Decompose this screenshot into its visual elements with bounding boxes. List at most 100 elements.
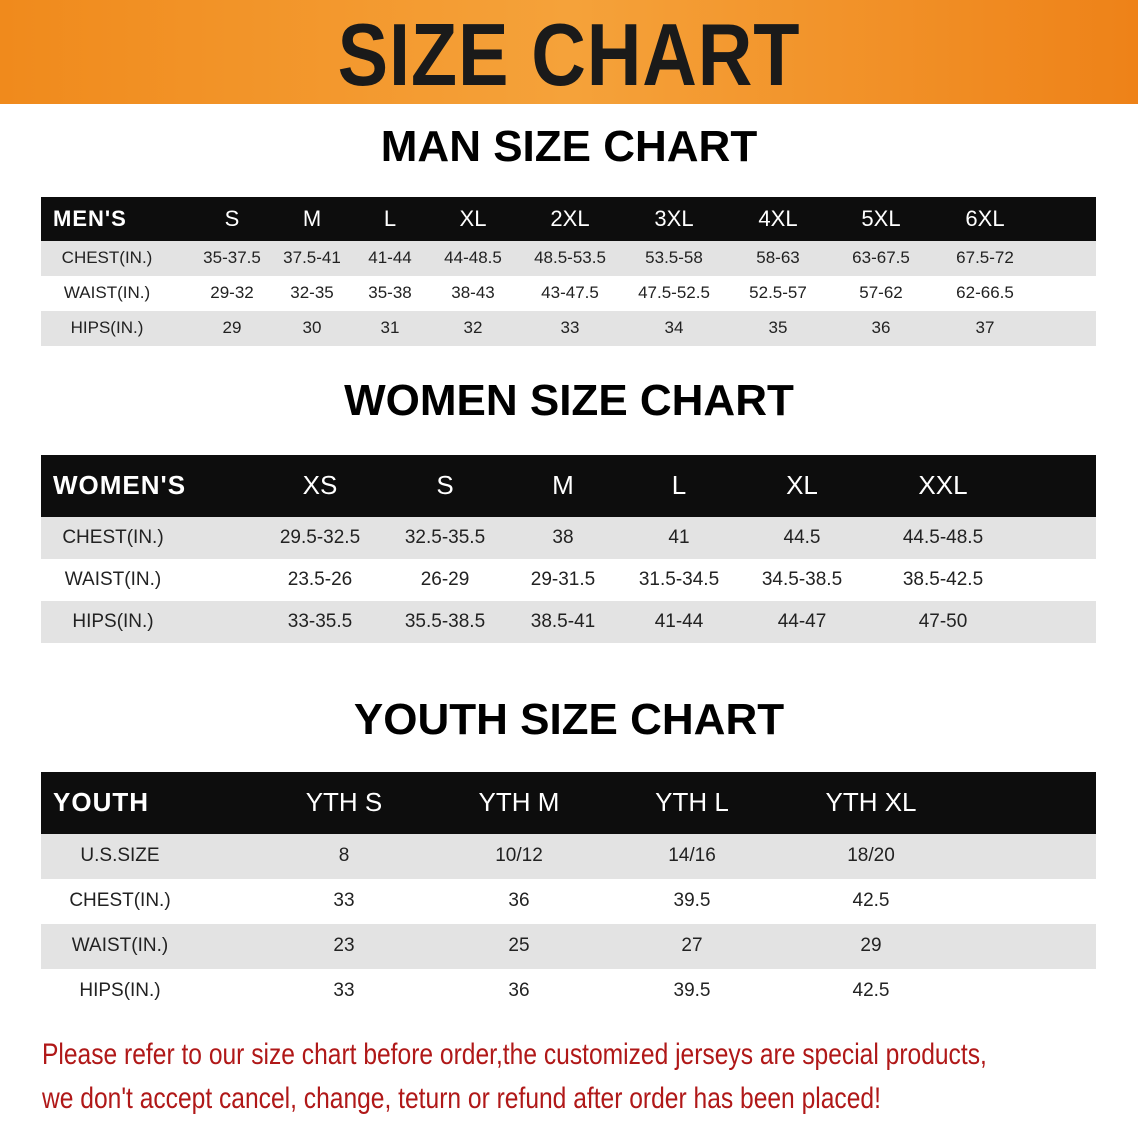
men-size-header: 6XL <box>965 205 1005 231</box>
size-value: 32.5-35.5 <box>404 526 486 548</box>
youth-table-row: HIPS(IN.) 33 36 39.5 42.5 <box>41 969 1096 1014</box>
youth-section-title: YOUTH SIZE CHART <box>353 695 785 744</box>
women-size-header: XS <box>302 470 338 501</box>
measurement-label: HIPS(IN.) <box>79 980 161 1002</box>
size-value: 37.5-41 <box>283 248 341 268</box>
notice-line-2: we don't accept cancel, change, teturn o… <box>42 1082 881 1115</box>
size-value: 62-66.5 <box>956 283 1014 303</box>
banner: SIZE CHART <box>0 0 1138 104</box>
size-value: 44.5 <box>783 526 821 548</box>
size-value: 23.5-26 <box>287 568 353 590</box>
notice-line-1: Please refer to our size chart before or… <box>42 1038 987 1071</box>
youth-table-row: CHEST(IN.) 33 36 39.5 42.5 <box>41 879 1096 924</box>
banner-title: SIZE CHART <box>337 5 801 104</box>
size-value: 34.5-38.5 <box>761 568 843 590</box>
size-value: 23 <box>333 935 355 957</box>
size-value: 32 <box>463 318 483 338</box>
men-table-row: WAIST(IN.) 29-32 32-35 35-38 38-43 43-47.5 47.… <box>41 276 1096 311</box>
women-section-title: WOMEN SIZE CHART <box>344 376 794 425</box>
youth-size-header: YTH S <box>305 787 383 818</box>
size-value: 42.5 <box>852 890 890 912</box>
women-table-row: WAIST(IN.) 23.5-26 26-29 29-31.5 31.5-34.5 34… <box>41 559 1096 601</box>
women-size-header: S <box>436 470 454 501</box>
youth-size-header: YTH L <box>655 787 729 818</box>
women-size-header: XL <box>786 470 818 501</box>
men-size-header: 4XL <box>758 205 798 231</box>
size-value: 35 <box>768 318 788 338</box>
size-value: 10/12 <box>495 845 543 867</box>
size-value: 43-47.5 <box>541 283 599 303</box>
size-value: 36 <box>871 318 891 338</box>
measurement-label: HIPS(IN.) <box>70 318 144 338</box>
measurement-label: CHEST(IN.) <box>61 248 153 268</box>
measurement-label: WAIST(IN.) <box>63 283 151 303</box>
size-value: 39.5 <box>673 980 711 1002</box>
size-value: 29-31.5 <box>530 568 596 590</box>
size-value: 30 <box>302 318 322 338</box>
women-table-row: HIPS(IN.) 33-35.5 35.5-38.5 38.5-41 41-44 44-… <box>41 601 1096 643</box>
size-value: 33-35.5 <box>287 610 353 632</box>
size-value: 38-43 <box>451 283 495 303</box>
men-size-header: 3XL <box>654 205 694 231</box>
youth-size-header: YTH M <box>478 787 560 818</box>
size-value: 41 <box>668 526 690 548</box>
size-value: 14/16 <box>668 845 716 867</box>
size-value: 42.5 <box>852 980 890 1002</box>
size-value: 35-38 <box>368 283 412 303</box>
size-value: 26-29 <box>420 568 470 590</box>
men-section-title: MAN SIZE CHART <box>380 122 758 171</box>
size-value: 27 <box>681 935 703 957</box>
women-header-row: WOMEN'S XS S M L XL XXL <box>41 455 1096 517</box>
size-value: 29 <box>860 935 882 957</box>
size-value: 31 <box>380 318 400 338</box>
size-value: 34 <box>664 318 684 338</box>
measurement-label: WAIST(IN.) <box>64 568 162 590</box>
measurement-label: CHEST(IN.) <box>62 526 164 548</box>
size-value: 41-44 <box>368 248 412 268</box>
youth-table-row: WAIST(IN.) 23 25 27 29 <box>41 924 1096 969</box>
size-value: 29.5-32.5 <box>279 526 361 548</box>
size-value: 44.5-48.5 <box>902 526 984 548</box>
size-value: 36 <box>508 890 530 912</box>
size-value: 35-37.5 <box>203 248 261 268</box>
men-header-label: MEN'S <box>53 205 127 231</box>
measurement-label: HIPS(IN.) <box>72 610 154 632</box>
men-table-row: HIPS(IN.) 29 30 31 32 33 34 35 36 37 <box>41 311 1096 346</box>
size-value: 57-62 <box>859 283 903 303</box>
youth-header-label: YOUTH <box>53 787 149 818</box>
size-value: 41-44 <box>654 610 704 632</box>
size-value: 8 <box>338 845 350 867</box>
youth-table-row: U.S.SIZE 8 10/12 14/16 18/20 <box>41 834 1096 879</box>
women-size-header: XXL <box>918 470 968 501</box>
size-value: 63-67.5 <box>852 248 910 268</box>
men-size-header: 2XL <box>550 205 590 231</box>
measurement-label: CHEST(IN.) <box>69 890 171 912</box>
size-value: 48.5-53.5 <box>534 248 606 268</box>
size-value: 52.5-57 <box>749 283 807 303</box>
youth-size-header: YTH XL <box>825 787 917 818</box>
youth-header-row: YOUTH YTH S YTH M YTH L YTH XL <box>41 772 1096 834</box>
size-value: 38 <box>552 526 574 548</box>
women-header-label: WOMEN'S <box>53 470 187 501</box>
men-header-row: MEN'S S M L XL 2XL 3XL 4XL 5XL 6XL <box>41 197 1096 241</box>
size-value: 29 <box>222 318 242 338</box>
measurement-label: WAIST(IN.) <box>71 935 169 957</box>
size-value: 31.5-34.5 <box>638 568 720 590</box>
men-size-header: XL <box>459 205 487 231</box>
size-value: 29-32 <box>210 283 254 303</box>
size-value: 44-48.5 <box>444 248 502 268</box>
women-size-header: L <box>671 470 687 501</box>
size-value: 35.5-38.5 <box>404 610 486 632</box>
men-size-header: M <box>302 205 322 231</box>
size-value: 67.5-72 <box>956 248 1014 268</box>
size-value: 47.5-52.5 <box>638 283 710 303</box>
size-value: 33 <box>560 318 580 338</box>
size-value: 37 <box>975 318 995 338</box>
size-value: 18/20 <box>847 845 895 867</box>
women-table-row: CHEST(IN.) 29.5-32.5 32.5-35.5 38 41 44.5 44.5… <box>41 517 1096 559</box>
size-value: 38.5-42.5 <box>902 568 984 590</box>
size-value: 32-35 <box>290 283 334 303</box>
size-value: 33 <box>333 980 355 1002</box>
men-size-header: 5XL <box>861 205 901 231</box>
men-size-header: L <box>383 205 397 231</box>
